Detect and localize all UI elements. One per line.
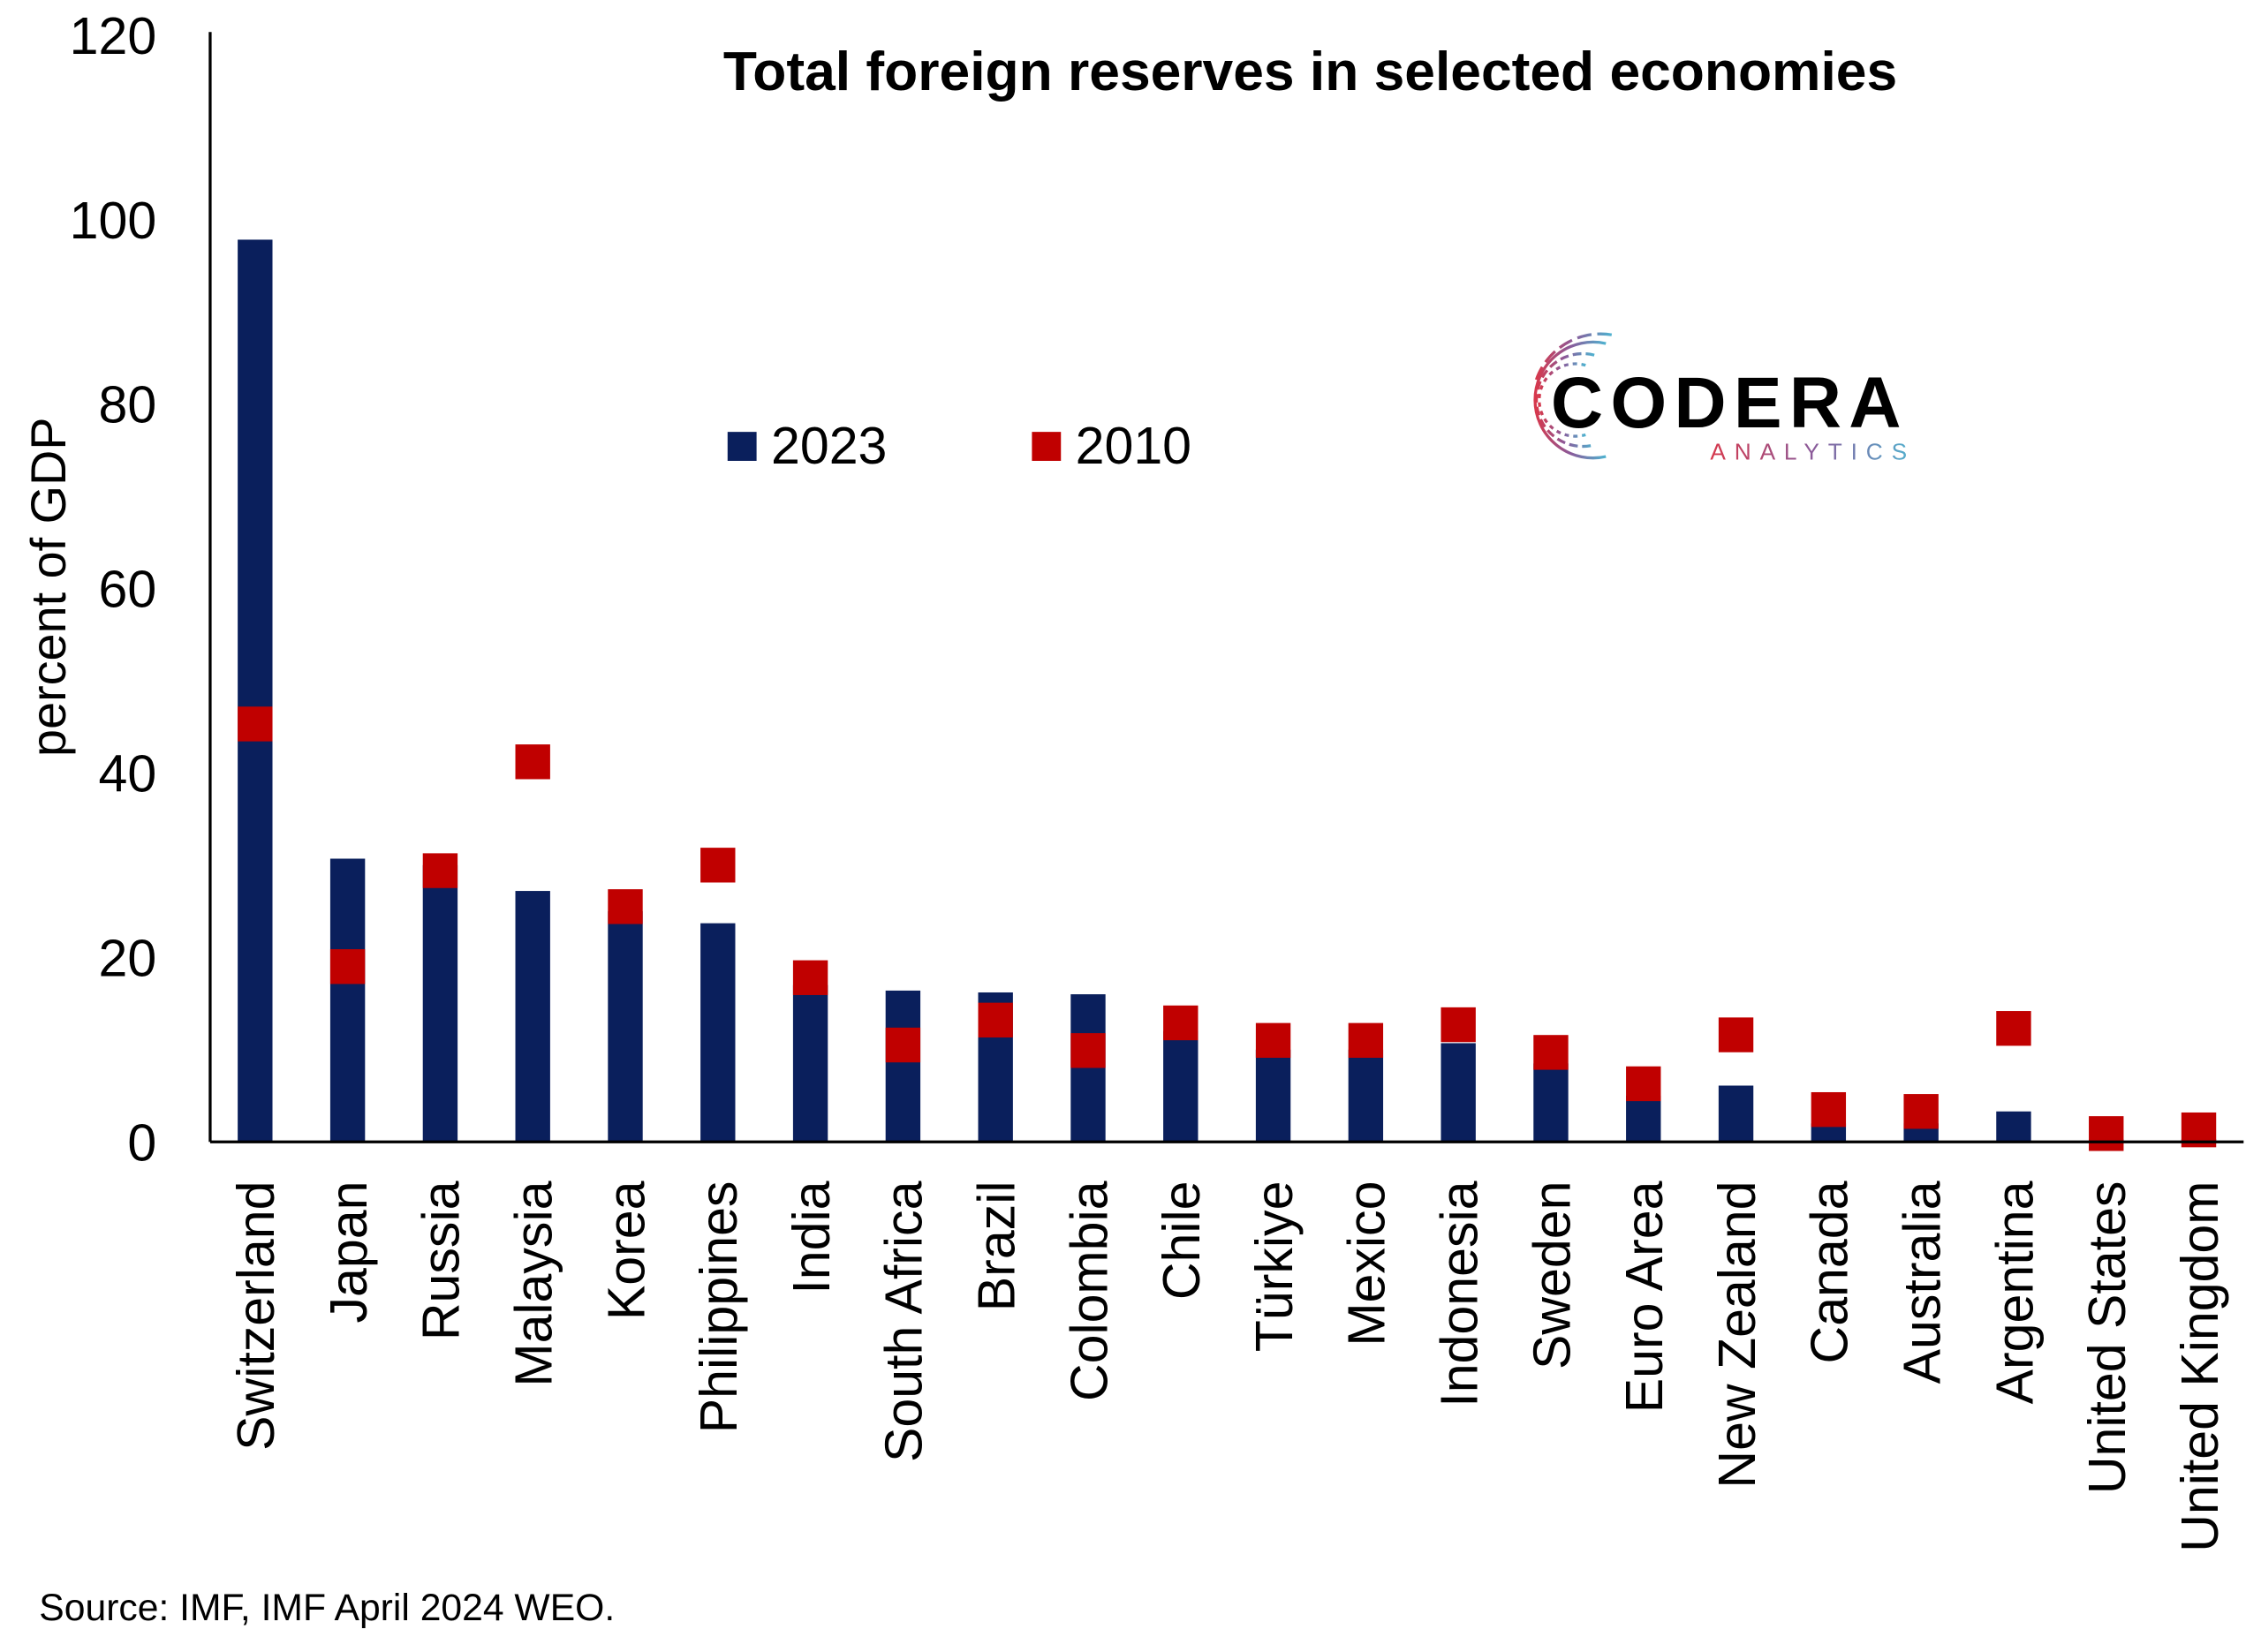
x-tick-label: New Zealand	[1708, 1181, 1766, 1489]
logo-sub: ANALYTICS	[1710, 438, 1916, 464]
x-tick-label: Argentina	[1985, 1181, 2044, 1404]
x-tick-label: Colombia	[1060, 1181, 1118, 1401]
x-tick-label: Brazil	[968, 1181, 1026, 1312]
bar-2023	[329, 858, 366, 1143]
bar-2023	[1811, 1123, 1847, 1143]
bar-2023	[1255, 1049, 1291, 1143]
x-tick-label: United States	[2078, 1181, 2136, 1495]
x-tick-label: Mexico	[1338, 1181, 1396, 1346]
bar-2023	[792, 984, 828, 1143]
marker-2010	[1903, 1094, 1939, 1129]
marker-2010	[792, 960, 828, 995]
bar-2023	[608, 911, 643, 1143]
marker-2010	[1533, 1035, 1569, 1070]
y-tick-label: 120	[70, 7, 157, 65]
marker-2010	[1163, 1005, 1199, 1041]
legend-swatch-2010	[1032, 432, 1062, 461]
marker-2010	[422, 853, 458, 888]
bar-2023	[1348, 1049, 1384, 1143]
x-tick-label: Canada	[1801, 1181, 1859, 1363]
y-tick-label: 0	[127, 1114, 156, 1173]
marker-2010	[2089, 1116, 2124, 1151]
x-tick-label: Russia	[412, 1181, 471, 1340]
marker-2010	[700, 848, 736, 883]
legend: 2023 2010	[727, 417, 1191, 475]
bar-2023	[1070, 994, 1106, 1143]
x-tick-label: Australia	[1893, 1181, 1951, 1384]
x-tick-label: United Kingdom	[2171, 1181, 2229, 1552]
marker-2010	[1718, 1017, 1754, 1052]
bar-2023	[1996, 1111, 2031, 1143]
logo-name: CODERA	[1551, 363, 1909, 443]
marker-2010	[1441, 1007, 1476, 1043]
x-tick-label: Euro Area	[1615, 1181, 1674, 1413]
x-tick-label: Chile	[1153, 1181, 1211, 1301]
y-tick-label: 20	[99, 930, 157, 988]
y-tick-label: 80	[99, 376, 157, 434]
legend-label-2010: 2010	[1076, 417, 1191, 475]
bar-2023	[700, 923, 736, 1143]
marker-2010	[238, 706, 273, 742]
bar-2023	[422, 864, 458, 1143]
bar-2023	[1533, 1063, 1569, 1143]
logo-arcs-icon	[1533, 332, 1613, 460]
legend-swatch-2023	[727, 432, 757, 461]
marker-2010	[1255, 1022, 1291, 1059]
y-axis-label: percent of GDP	[20, 418, 76, 757]
x-tick-label: South Africa	[875, 1181, 934, 1462]
x-tick-label: Malaysia	[505, 1181, 563, 1386]
marker-2010	[1070, 1033, 1106, 1068]
source-note: Source: IMF, IMF April 2024 WEO.	[39, 1587, 615, 1629]
y-tick-label: 40	[99, 745, 157, 803]
codera-logo: CODERA ANALYTICS	[1533, 332, 1916, 464]
marker-2010	[885, 1027, 921, 1063]
bar-2023	[1718, 1085, 1754, 1143]
x-tick-label: Korea	[597, 1181, 655, 1320]
marker-2010	[1811, 1091, 1847, 1128]
y-tick-label: 100	[70, 192, 157, 250]
x-tick-label: Sweden	[1523, 1181, 1581, 1369]
marker-2010	[1996, 1011, 2031, 1046]
x-tick-label: India	[783, 1181, 841, 1294]
marker-2010	[1348, 1022, 1384, 1059]
x-tick-label: Türkiye	[1245, 1181, 1304, 1353]
bar-2023	[1441, 1043, 1476, 1143]
x-tick-label: Philippines	[690, 1181, 748, 1434]
marker-2010	[515, 744, 550, 780]
x-tick-label: Switzerland	[227, 1181, 285, 1451]
marker-2010	[608, 889, 643, 924]
legend-label-2023: 2023	[771, 417, 887, 475]
chart-title: Total foreign reserves in selected econo…	[723, 41, 1897, 102]
x-tick-label: Indonesia	[1431, 1181, 1489, 1407]
bar-2023	[1163, 1030, 1199, 1143]
bar-2023	[238, 239, 273, 1143]
marker-2010	[329, 949, 366, 984]
x-tick-label: Japan	[320, 1181, 378, 1324]
bar-2023	[515, 891, 550, 1143]
marker-2010	[1626, 1066, 1661, 1102]
bar-2023	[1626, 1096, 1661, 1143]
marker-2010	[978, 1002, 1013, 1038]
bar-2023	[885, 990, 921, 1143]
y-tick-label: 60	[99, 561, 157, 619]
